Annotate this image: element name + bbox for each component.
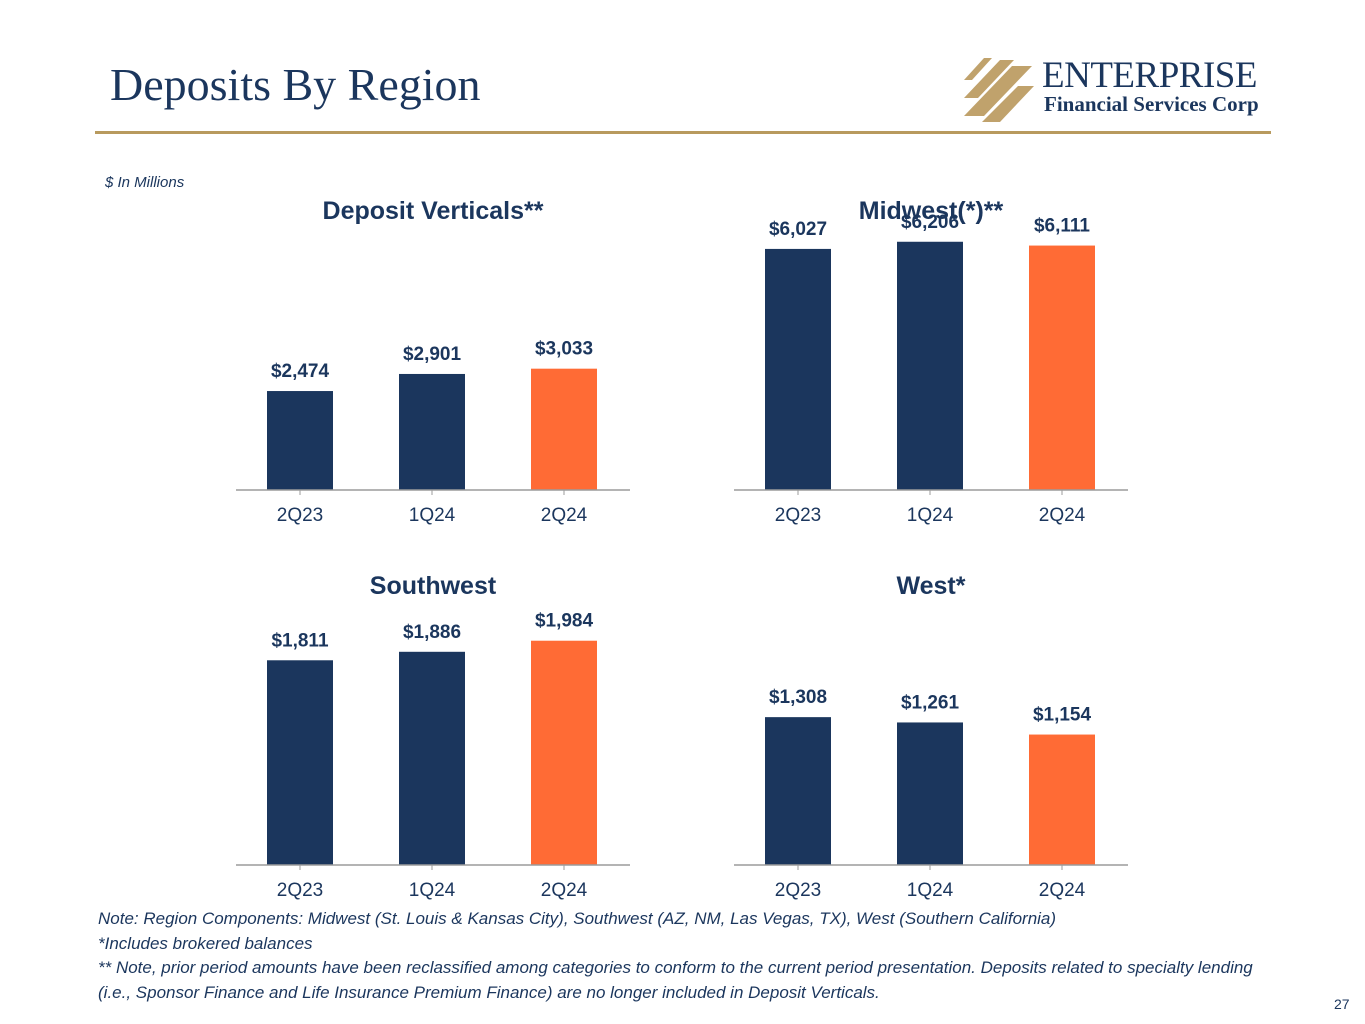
chart-title: Southwest [370, 572, 497, 600]
chart-svg: West* $1,308 2Q23 $1,261 1Q24 $1,154 2Q24 [734, 572, 1128, 901]
bar-1q24 [897, 241, 963, 490]
footnote-reclassified: ** Note, prior period amounts have been … [98, 958, 1253, 1002]
x-tick-label: 2Q23 [277, 505, 323, 526]
bar-1q24 [897, 722, 963, 865]
bar-2q24 [531, 640, 597, 865]
bar-2q23 [765, 248, 831, 490]
page-number: 27 [1334, 996, 1350, 1012]
data-label: $6,111 [1034, 216, 1090, 237]
x-tick-label: 1Q24 [907, 880, 954, 901]
x-tick-label: 2Q24 [1039, 880, 1086, 901]
header-rule [95, 131, 1271, 134]
bar-2q24 [531, 368, 597, 490]
chart-title: Midwest(*)** [859, 197, 1004, 225]
bar-2q24 [1029, 245, 1095, 490]
bar-1q24 [399, 373, 465, 490]
x-tick-label: 2Q23 [277, 880, 323, 901]
data-label: $2,474 [271, 361, 330, 382]
units-note: $ In Millions [105, 174, 185, 191]
data-label: $1,984 [535, 611, 594, 632]
footnote-region-components: Note: Region Components: Midwest (St. Lo… [98, 909, 1057, 928]
chart-midwest: Midwest(*)** $6,027 2Q23 $6,206 1Q24 $6,111 2Q… [728, 190, 1138, 535]
x-tick-label: 2Q23 [775, 880, 821, 901]
data-label: $1,261 [901, 692, 960, 713]
data-label: $2,901 [403, 344, 462, 365]
data-label: $1,308 [769, 687, 827, 708]
bar-2q23 [765, 717, 831, 865]
bar-2q23 [267, 660, 333, 865]
chart-svg: Deposit Verticals** $2,474 2Q23 $2,901 1Q24 $… [236, 197, 630, 526]
chart-svg: Midwest(*)** $6,027 2Q23 $6,206 1Q24 $6,111 2Q… [734, 197, 1128, 526]
logo-stripes-icon [964, 58, 1034, 122]
x-tick-label: 2Q23 [775, 505, 821, 526]
x-tick-label: 1Q24 [409, 880, 456, 901]
bar-2q23 [267, 391, 333, 490]
data-label: $1,886 [403, 622, 461, 643]
data-label: $3,033 [535, 339, 593, 360]
x-tick-label: 2Q24 [541, 505, 588, 526]
x-tick-label: 2Q24 [541, 880, 588, 901]
footnote-brokered: *Includes brokered balances [98, 933, 313, 953]
chart-title: Deposit Verticals** [323, 197, 544, 225]
chart-title: West* [896, 572, 965, 600]
bar-1q24 [399, 651, 465, 865]
x-tick-label: 1Q24 [907, 505, 954, 526]
x-tick-label: 1Q24 [409, 505, 456, 526]
chart-deposit-verticals: Deposit Verticals** $2,474 2Q23 $2,901 1Q24 $… [230, 190, 640, 535]
data-label: $1,154 [1033, 705, 1092, 726]
logo-subtitle: Financial Services Corp [1044, 92, 1259, 116]
company-logo: ENTERPRISE Financial Services Corp [962, 54, 1274, 122]
footnotes: Note: Region Components: Midwest (St. Lo… [98, 907, 1278, 1005]
chart-west: West* $1,308 2Q23 $1,261 1Q24 $1,154 2Q24 [728, 565, 1138, 910]
chart-southwest: Southwest $1,811 2Q23 $1,886 1Q24 $1,984 2Q24 [230, 565, 640, 910]
bar-2q24 [1029, 734, 1095, 865]
data-label: $6,206 [901, 212, 959, 233]
data-label: $1,811 [271, 630, 328, 651]
chart-svg: Southwest $1,811 2Q23 $1,886 1Q24 $1,984 2Q24 [236, 572, 630, 901]
page-title: Deposits By Region [110, 59, 481, 110]
logo-name: ENTERPRISE [1042, 55, 1257, 96]
data-label: $6,027 [769, 219, 827, 240]
x-tick-label: 2Q24 [1039, 505, 1086, 526]
